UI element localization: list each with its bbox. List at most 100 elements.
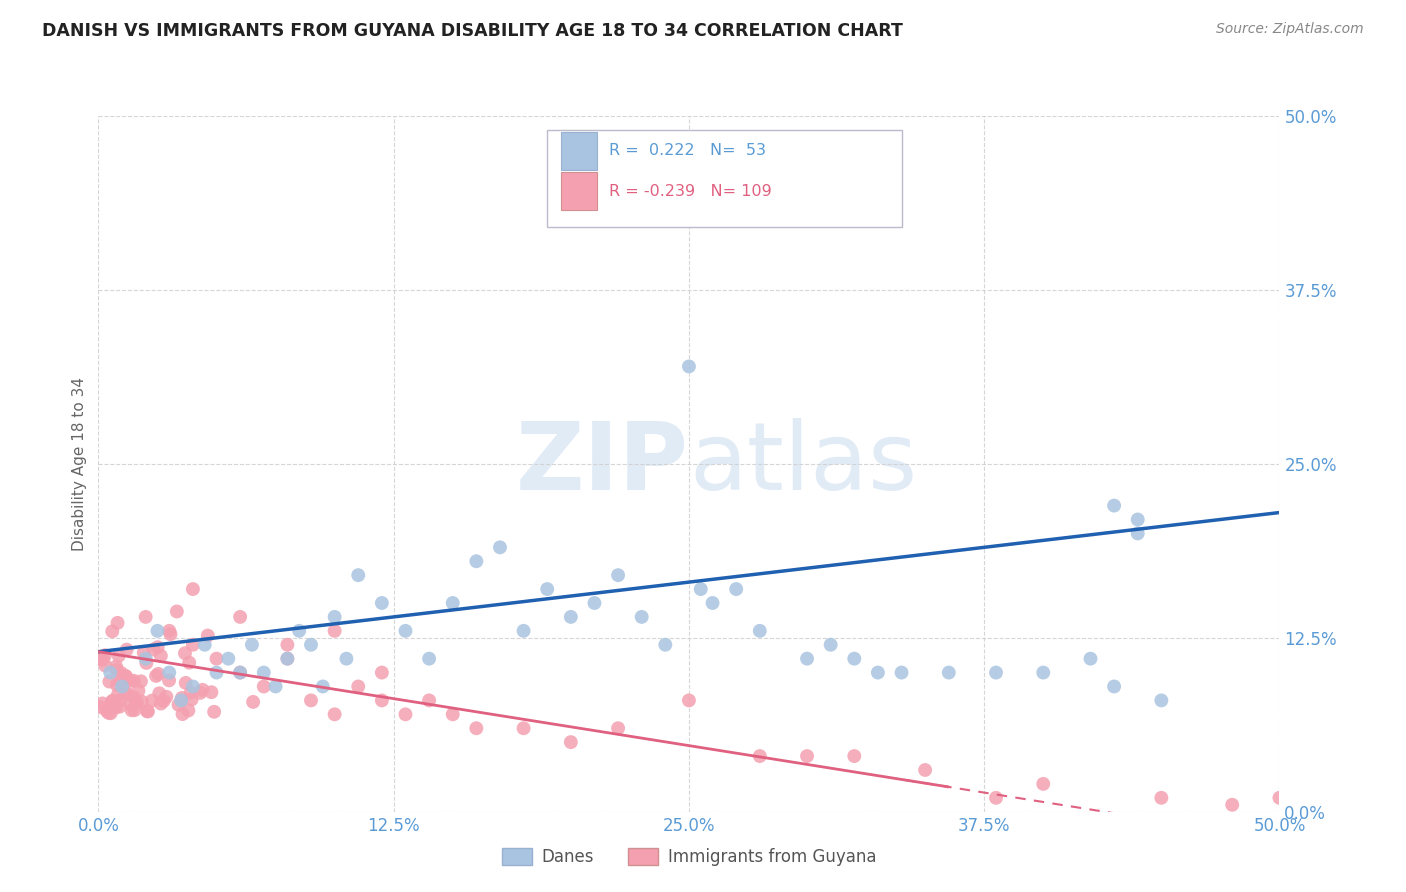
Point: [97, 706, 120, 720]
Point: [146, 640, 169, 655]
Point: [796, 749, 818, 764]
Point: [820, 638, 842, 652]
Point: [242, 695, 264, 709]
Point: [984, 790, 1007, 805]
Point: [489, 541, 512, 555]
Text: R =  0.222   N=  53: R = 0.222 N= 53: [609, 144, 766, 158]
Point: [105, 678, 128, 692]
Point: [157, 624, 180, 638]
Point: [111, 680, 134, 694]
Point: [217, 651, 239, 665]
Point: [229, 610, 252, 624]
Point: [110, 665, 132, 680]
Point: [132, 646, 155, 660]
FancyBboxPatch shape: [561, 172, 596, 211]
Text: ZIP: ZIP: [516, 417, 689, 510]
Point: [866, 665, 889, 680]
Point: [90, 652, 112, 666]
Point: [465, 721, 488, 735]
Point: [101, 624, 124, 639]
Point: [276, 651, 298, 665]
Point: [148, 686, 170, 700]
Point: [844, 749, 866, 764]
Point: [1126, 526, 1149, 541]
Point: [181, 638, 204, 652]
Point: [630, 610, 652, 624]
Point: [264, 680, 287, 694]
Point: [335, 651, 357, 665]
Point: [107, 615, 129, 630]
Point: [1220, 797, 1243, 812]
Point: [654, 638, 676, 652]
Point: [105, 659, 128, 673]
Point: [115, 669, 138, 683]
Point: [149, 697, 172, 711]
Point: [1080, 651, 1102, 665]
Point: [299, 693, 322, 707]
Point: [125, 697, 148, 711]
Point: [177, 704, 200, 718]
Point: [240, 638, 263, 652]
Point: [114, 686, 136, 700]
Point: [136, 705, 159, 719]
Point: [152, 694, 174, 708]
Point: [98, 674, 121, 689]
Point: [166, 605, 188, 619]
Point: [181, 680, 204, 694]
Point: [120, 673, 142, 688]
Point: [725, 582, 748, 596]
Point: [371, 693, 394, 707]
Point: [394, 624, 416, 638]
Point: [136, 704, 159, 718]
Point: [107, 648, 129, 663]
Point: [180, 692, 202, 706]
Point: [108, 674, 131, 689]
Text: Source: ZipAtlas.com: Source: ZipAtlas.com: [1216, 22, 1364, 37]
Point: [110, 693, 132, 707]
Text: atlas: atlas: [689, 417, 917, 510]
Point: [441, 707, 464, 722]
Point: [347, 568, 370, 582]
Point: [170, 690, 193, 705]
Point: [159, 627, 181, 641]
Point: [197, 629, 219, 643]
Point: [748, 624, 770, 638]
Point: [145, 669, 167, 683]
Point: [560, 735, 582, 749]
Point: [678, 693, 700, 707]
Point: [129, 674, 152, 689]
Point: [418, 651, 440, 665]
Text: DANISH VS IMMIGRANTS FROM GUYANA DISABILITY AGE 18 TO 34 CORRELATION CHART: DANISH VS IMMIGRANTS FROM GUYANA DISABIL…: [42, 22, 903, 40]
Point: [288, 624, 311, 638]
Point: [174, 676, 197, 690]
Point: [180, 685, 202, 699]
Point: [229, 665, 252, 680]
Point: [105, 663, 128, 677]
Point: [172, 707, 194, 722]
Point: [142, 642, 165, 657]
FancyBboxPatch shape: [547, 130, 901, 227]
Point: [94, 648, 117, 663]
Point: [512, 624, 534, 638]
Point: [120, 698, 142, 712]
Point: [94, 658, 117, 673]
Point: [1126, 512, 1149, 526]
Point: [371, 596, 394, 610]
Point: [205, 665, 228, 680]
Point: [796, 651, 818, 665]
Point: [418, 693, 440, 707]
Point: [984, 665, 1007, 680]
Point: [100, 695, 122, 709]
Point: [205, 651, 228, 665]
Point: [149, 648, 172, 663]
Point: [101, 698, 124, 713]
Point: [394, 707, 416, 722]
Point: [135, 610, 157, 624]
Point: [122, 690, 145, 705]
Point: [91, 697, 114, 711]
Point: [141, 693, 163, 707]
Point: [938, 665, 960, 680]
Point: [1032, 665, 1054, 680]
Point: [146, 624, 169, 638]
Point: [89, 700, 111, 714]
